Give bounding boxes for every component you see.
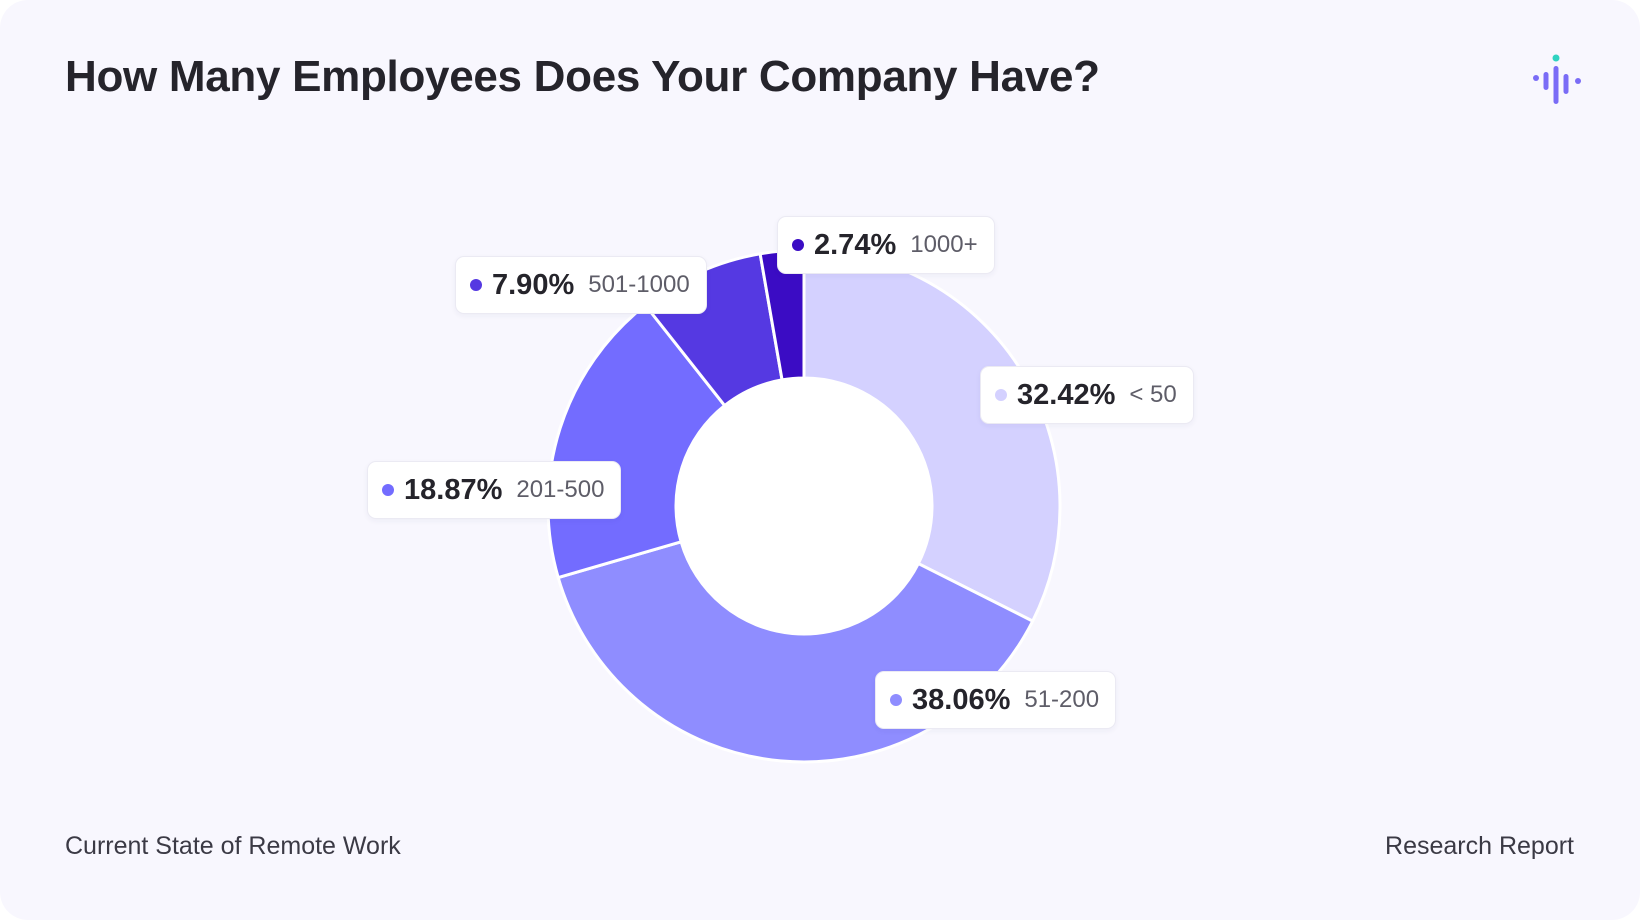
slice-percentage: 7.90% [492, 268, 575, 301]
footer-report-type: Research Report [1385, 832, 1574, 860]
slice-percentage: 38.06% [912, 683, 1011, 716]
slice-category: < 50 [1129, 381, 1177, 408]
slice-category: 1000+ [910, 231, 978, 258]
slice-percentage: 32.42% [1017, 378, 1116, 411]
donut-slice-1 [802, 248, 1062, 623]
audio-bars-logo-icon [1533, 54, 1581, 104]
legend-dot-icon [792, 239, 804, 251]
slice-callout: 18.87% 201-500 [367, 461, 622, 519]
slice-callout: 38.06% 51-200 [875, 671, 1117, 729]
slice-category: 51-200 [1024, 686, 1100, 713]
slice-percentage: 18.87% [404, 473, 503, 506]
donut-hole [677, 379, 931, 633]
footer-report-series: Current State of Remote Work [65, 832, 401, 860]
slice-callout: 32.42% < 50 [980, 366, 1194, 424]
legend-dot-icon [382, 484, 394, 496]
slice-callout: 7.90% 501-1000 [455, 256, 707, 314]
page-title: How Many Employees Does Your Company Hav… [65, 52, 1100, 101]
slice-category: 501-1000 [588, 271, 690, 298]
slice-callout: 2.74% 1000+ [777, 216, 995, 274]
legend-dot-icon [995, 389, 1007, 401]
slice-category: 201-500 [516, 476, 605, 503]
donut-slice-5 [758, 248, 806, 382]
slice-percentage: 2.74% [814, 228, 897, 261]
legend-dot-icon [470, 279, 482, 291]
legend-dot-icon [890, 694, 902, 706]
